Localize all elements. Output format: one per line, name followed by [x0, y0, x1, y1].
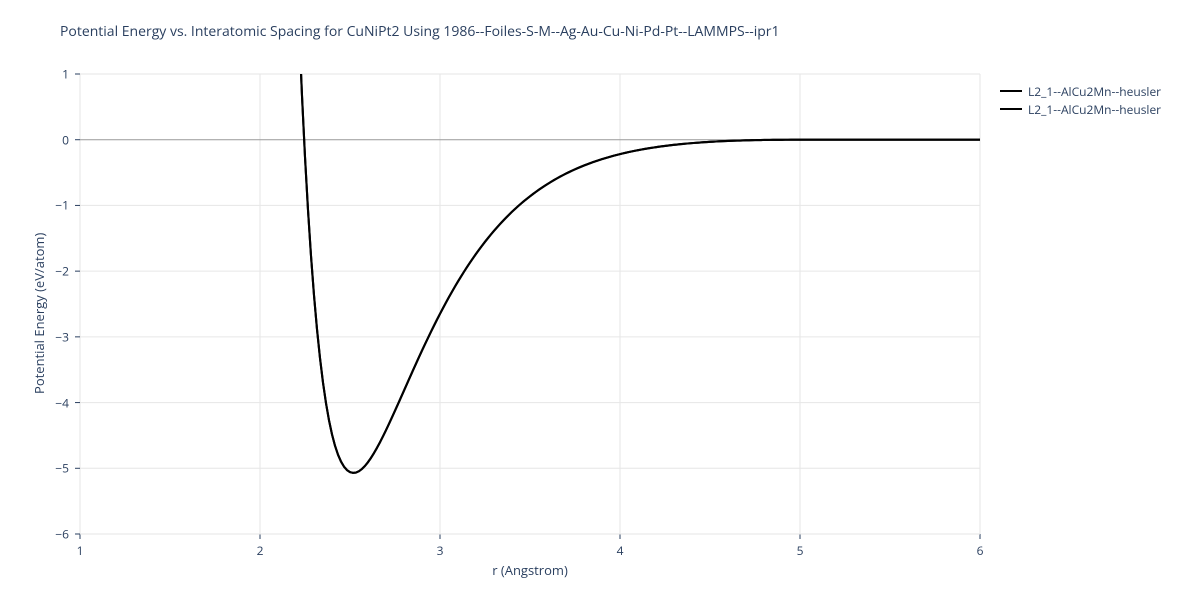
legend-item[interactable]: L2_1--AlCu2Mn--heusler [1000, 82, 1161, 100]
x-axis-label: r (Angstrom) [492, 561, 568, 579]
legend-swatch [1000, 90, 1022, 92]
y-tick-label: −1 [55, 197, 69, 214]
x-tick-label: 1 [77, 542, 84, 559]
y-tick-label: −6 [55, 526, 69, 543]
y-axis-label: Potential Energy (eV/atom) [30, 233, 48, 394]
legend: L2_1--AlCu2Mn--heuslerL2_1--AlCu2Mn--heu… [1000, 82, 1161, 118]
chart-title: Potential Energy vs. Interatomic Spacing… [60, 22, 780, 41]
x-tick-label: 6 [977, 542, 984, 559]
legend-label: L2_1--AlCu2Mn--heusler [1028, 101, 1161, 118]
y-tick-label: −4 [55, 394, 69, 411]
y-tick-label: −2 [55, 263, 69, 280]
y-tick-label: 1 [62, 66, 69, 83]
legend-item[interactable]: L2_1--AlCu2Mn--heusler [1000, 100, 1161, 118]
legend-swatch [1000, 108, 1022, 110]
x-tick-label: 2 [257, 542, 264, 559]
x-tick-label: 3 [437, 542, 444, 559]
x-tick-label: 4 [617, 542, 624, 559]
x-tick-label: 5 [797, 542, 804, 559]
plot-area [80, 74, 980, 534]
y-tick-label: −5 [55, 460, 69, 477]
legend-label: L2_1--AlCu2Mn--heusler [1028, 83, 1161, 100]
y-tick-label: −3 [55, 328, 69, 345]
y-tick-label: 0 [62, 131, 69, 148]
